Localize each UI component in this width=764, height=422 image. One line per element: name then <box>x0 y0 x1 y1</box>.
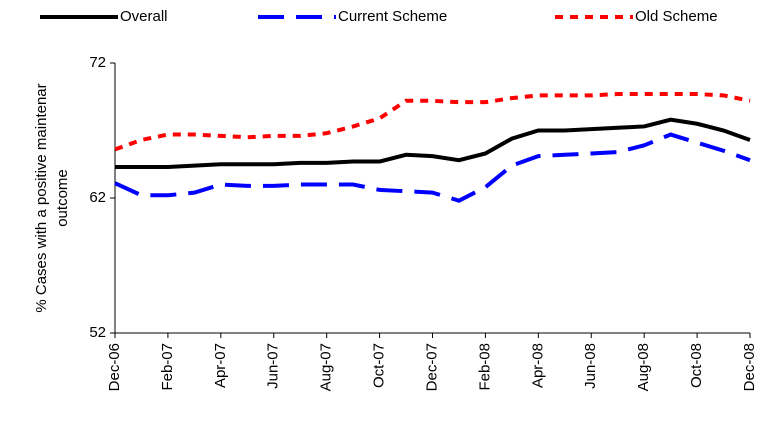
x-tick-label: Dec-06 <box>106 343 123 391</box>
x-tick-label: Jun-07 <box>265 343 282 389</box>
x-tick-label: Oct-08 <box>688 343 705 388</box>
legend-label: Overall <box>120 8 168 25</box>
y-tick-label: 52 <box>89 324 106 341</box>
x-tick-label: Dec-07 <box>423 343 440 391</box>
legend-label: Current Scheme <box>338 8 447 25</box>
x-tick-label: Aug-08 <box>635 343 652 391</box>
y-axis-label: outcome <box>54 169 71 227</box>
x-tick-label: Feb-08 <box>476 343 493 391</box>
x-tick-label: Jun-08 <box>582 343 599 389</box>
series-line <box>114 92 751 152</box>
y-tick-label: 72 <box>89 54 106 71</box>
series-line <box>114 132 751 203</box>
x-tick-label: Dec-08 <box>741 343 758 391</box>
series-line <box>115 117 751 169</box>
x-tick-label: Apr-08 <box>529 343 546 388</box>
legend-label: Old Scheme <box>635 8 718 25</box>
x-tick-label: Oct-07 <box>371 343 388 388</box>
y-tick-label: 62 <box>89 189 106 206</box>
x-tick-label: Apr-07 <box>212 343 229 388</box>
y-axis-label: % Cases with a positive maintenar <box>33 83 50 312</box>
x-tick-label: Feb-07 <box>159 343 176 391</box>
x-tick-label: Aug-07 <box>318 343 335 391</box>
